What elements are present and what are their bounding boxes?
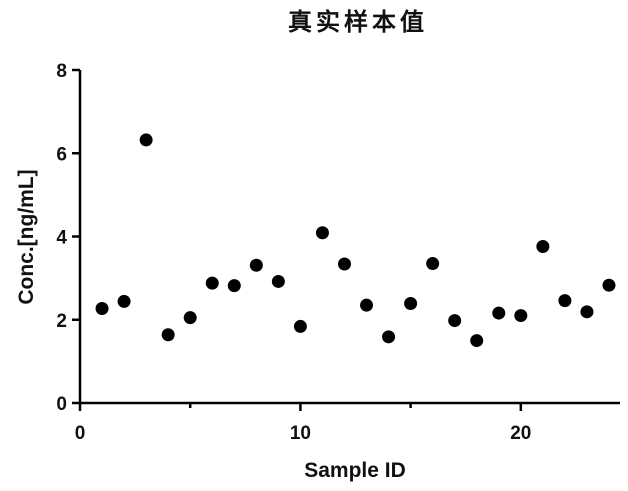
data-points [95, 133, 616, 348]
y-tick-label-4: 8 [56, 61, 67, 82]
data-point-15 [404, 297, 418, 311]
data-point-17 [448, 314, 462, 328]
data-point-3 [139, 133, 153, 147]
data-point-8 [249, 258, 263, 272]
data-point-13 [360, 298, 374, 312]
x-tick-label-0: 0 [75, 423, 86, 444]
y-tick-label-3: 6 [56, 144, 67, 165]
data-point-19 [492, 306, 506, 320]
data-point-2 [117, 294, 131, 308]
chart-title: 真实样本值 [288, 7, 428, 36]
data-point-23 [580, 305, 594, 319]
y-tick-label-1: 2 [56, 311, 67, 332]
data-point-11 [315, 226, 329, 240]
axes [78, 70, 620, 405]
y-tick-label-2: 4 [56, 228, 67, 249]
data-point-14 [382, 330, 396, 344]
data-point-24 [602, 278, 616, 292]
data-point-1 [95, 302, 109, 316]
ticks: 0 2 4 6 8 0 10 20 [56, 61, 531, 444]
x-tick-label-2: 20 [510, 423, 531, 444]
data-point-9 [271, 274, 285, 288]
data-point-12 [337, 257, 351, 271]
data-point-5 [183, 311, 197, 325]
data-point-20 [514, 309, 528, 323]
x-tick-label-1: 10 [290, 423, 311, 444]
data-point-6 [205, 276, 219, 290]
y-axis-label: Conc.[ng/mL] [15, 169, 38, 304]
y-tick-label-0: 0 [56, 394, 67, 415]
data-point-10 [293, 319, 307, 333]
x-axis-label: Sample ID [304, 459, 406, 482]
data-point-22 [558, 294, 572, 308]
data-point-18 [470, 334, 484, 348]
data-point-16 [426, 257, 440, 271]
data-point-4 [161, 328, 175, 342]
data-point-7 [227, 279, 241, 293]
data-point-21 [536, 239, 550, 253]
